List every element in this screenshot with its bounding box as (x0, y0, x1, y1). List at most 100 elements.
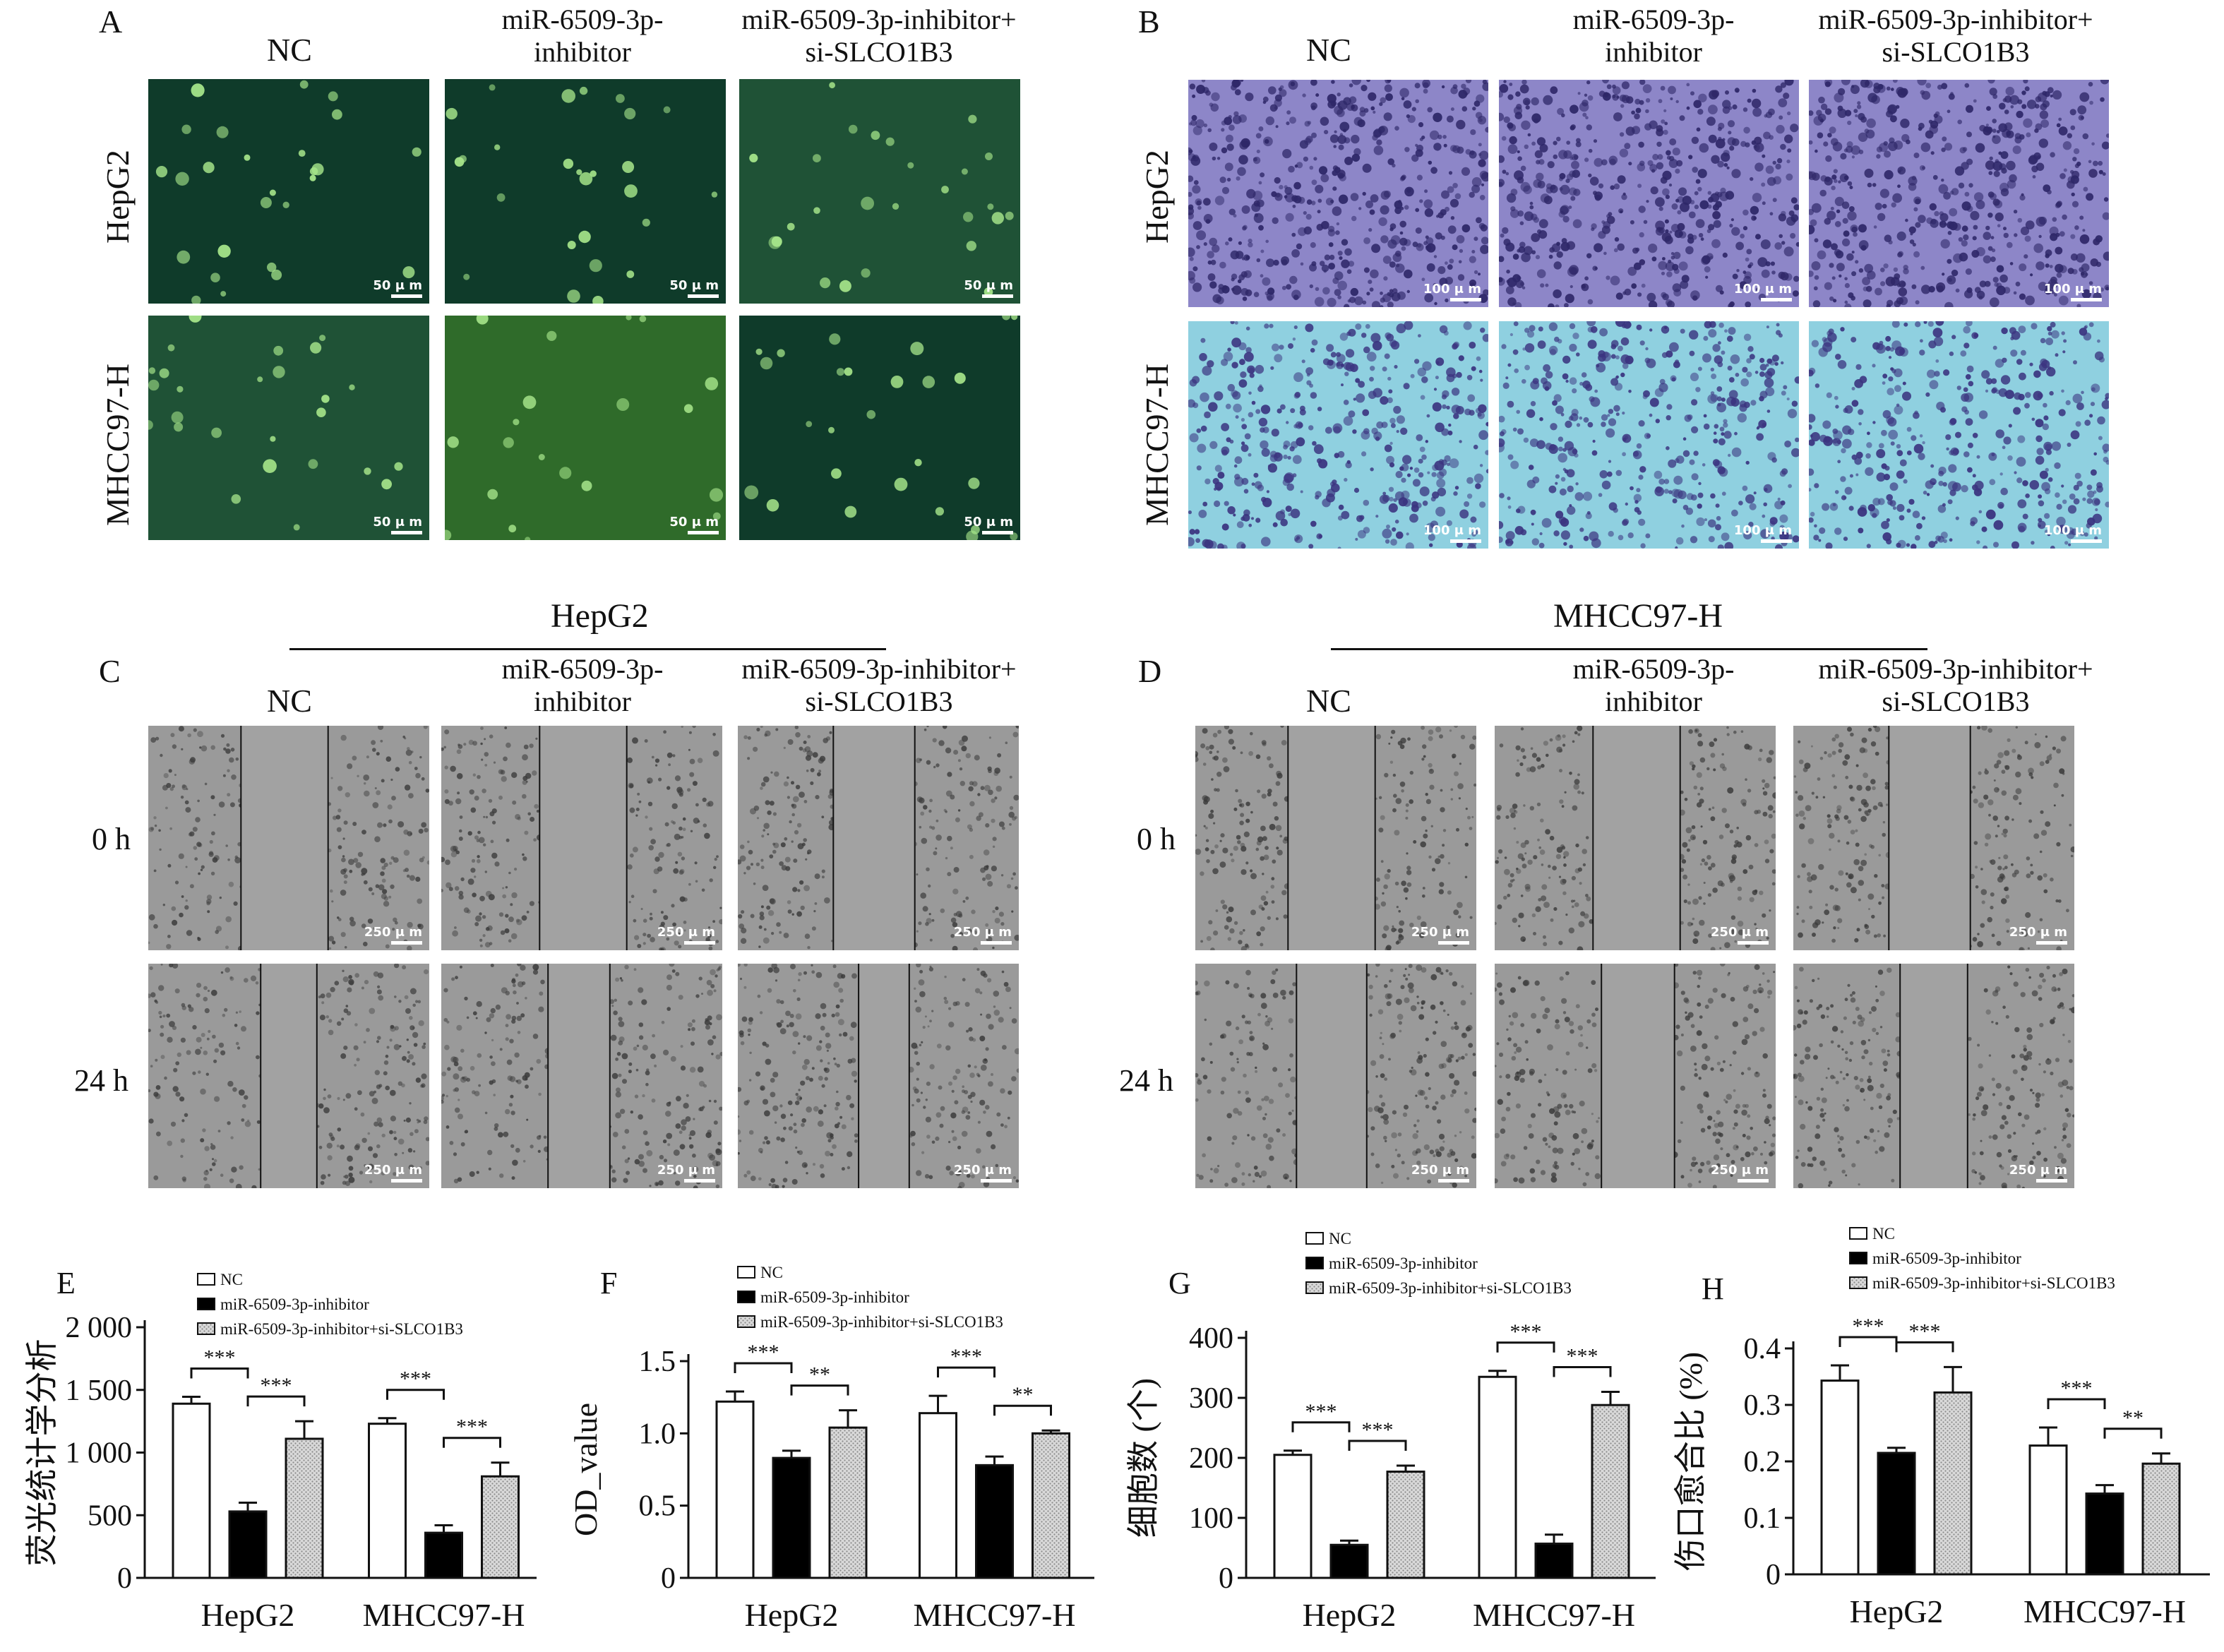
bar (286, 1439, 323, 1578)
bar (482, 1476, 519, 1578)
panel-d-col-combo-line1: miR-6509-3p-inhibitor+ (1793, 653, 2118, 686)
panel-d-col-nc: NC (1166, 685, 1491, 717)
significance-label: *** (1567, 1345, 1598, 1368)
scale-bar: 250 μ m (2009, 925, 2067, 945)
scale-bar-line (391, 531, 422, 534)
significance-label: *** (1510, 1320, 1542, 1343)
scale-bar-line (1738, 941, 1769, 945)
panel-d-image-r2c1: 250 μ m (1195, 964, 1476, 1188)
panel-c-image-r1c3: 250 μ m (738, 726, 1019, 950)
bar (1822, 1381, 1858, 1574)
significance-bracket (735, 1363, 791, 1373)
scale-bar-label: 250 μ m (2009, 1163, 2067, 1178)
legend-label: miR-6509-3p-inhibitor+si-SLCO1B3 (1329, 1279, 1572, 1297)
y-tick-label: 0 (661, 1562, 676, 1595)
panel-b-row-hepg2: HepG2 (1138, 150, 1176, 244)
scale-bar-line (1738, 1179, 1769, 1183)
bar (1935, 1392, 1971, 1574)
y-tick-label: 0 (117, 1562, 132, 1595)
panel-a-col-combo-line2: si-SLCO1B3 (717, 36, 1041, 68)
bar (1033, 1433, 1070, 1578)
scale-bar-label: 50 μ m (373, 278, 422, 293)
significance-label: *** (400, 1367, 431, 1391)
panel-a-image-r1c1: 50 μ m (148, 79, 429, 304)
x-category-label: MHCC97-H (1473, 1597, 1635, 1633)
panel-c-image-r1c1: 250 μ m (148, 726, 429, 950)
scale-bar: 100 μ m (1423, 282, 1481, 301)
scale-bar-line (981, 1179, 1012, 1183)
panel-c-image-r2c2: 250 μ m (441, 964, 722, 1188)
significance-label: ** (2122, 1406, 2144, 1430)
legend-swatch (1306, 1233, 1323, 1244)
panel-c-col-inhibitor-line1: miR-6509-3p- (420, 653, 745, 686)
scale-bar: 50 μ m (373, 515, 422, 534)
significance-label: *** (261, 1374, 292, 1397)
chart-letter: F (600, 1266, 617, 1300)
scale-bar-line (391, 1179, 422, 1183)
significance-bracket (2048, 1399, 2105, 1409)
panel-a-col-inhibitor-line2: inhibitor (420, 36, 745, 68)
scale-bar: 250 μ m (657, 1163, 715, 1183)
scale-bar-label: 100 μ m (1423, 282, 1481, 297)
panel-a-image-r1c2: 50 μ m (445, 79, 726, 304)
y-tick-label: 400 (1189, 1322, 1233, 1355)
panel-b-col-inhibitor: miR-6509-3p- inhibitor (1491, 4, 1816, 68)
x-category-label: MHCC97-H (362, 1597, 525, 1633)
significance-bracket (2105, 1429, 2161, 1439)
scale-bar-line (1761, 539, 1792, 543)
scale-bar: 50 μ m (669, 278, 719, 298)
significance-bracket (1554, 1367, 1610, 1377)
y-tick-label: 500 (88, 1500, 132, 1532)
legend-swatch (1850, 1277, 1867, 1288)
panel-c-title: HepG2 (551, 597, 649, 635)
panel-d-image-r2c3: 250 μ m (1793, 964, 2074, 1188)
y-tick-label: 0.4 (1744, 1333, 1781, 1365)
panel-b-col-combo: miR-6509-3p-inhibitor+ si-SLCO1B3 (1793, 4, 2118, 68)
scale-bar-label: 50 μ m (669, 515, 719, 529)
scale-bar: 250 μ m (1411, 925, 1469, 945)
y-axis-label: 荧光统计学分析 (24, 1339, 60, 1567)
scale-bar-label: 250 μ m (2009, 925, 2067, 940)
scale-bar-line (982, 531, 1013, 534)
scale-bar-label: 50 μ m (373, 515, 422, 529)
significance-bracket (1840, 1337, 1896, 1347)
bar (1387, 1472, 1424, 1578)
significance-label: *** (748, 1341, 779, 1364)
scale-bar-line (684, 941, 715, 945)
chart-letter: E (56, 1266, 76, 1300)
panel-d-col-inhibitor: miR-6509-3p- inhibitor (1491, 653, 1816, 718)
x-category-label: MHCC97-H (2023, 1593, 2186, 1629)
panel-c-image-r2c1: 250 μ m (148, 964, 429, 1188)
legend-label: miR-6509-3p-inhibitor+si-SLCO1B3 (220, 1320, 463, 1338)
scale-bar: 50 μ m (964, 515, 1013, 534)
legend-swatch (738, 1267, 755, 1278)
panel-d-col-inhibitor-line2: inhibitor (1491, 686, 1816, 718)
y-tick-label: 0.3 (1744, 1389, 1781, 1422)
bar (1592, 1405, 1629, 1578)
scale-bar-line (688, 294, 719, 298)
significance-label: *** (1362, 1418, 1394, 1442)
panel-b-col-combo-line2: si-SLCO1B3 (1793, 36, 2118, 68)
significance-label: *** (950, 1345, 982, 1368)
panel-b-image-r1c3: 100 μ m (1809, 80, 2109, 307)
significance-bracket (995, 1406, 1051, 1415)
scale-bar-label: 50 μ m (964, 278, 1013, 293)
scale-bar: 250 μ m (364, 1163, 422, 1183)
significance-label: ** (809, 1363, 830, 1387)
y-tick-label: 100 (1189, 1502, 1233, 1535)
significance-bracket (444, 1438, 501, 1448)
significance-label: *** (204, 1346, 236, 1370)
panel-a-row-hepg2: HepG2 (99, 150, 136, 244)
significance-bracket (1293, 1423, 1349, 1432)
panel-c-letter: C (99, 655, 121, 688)
legend-swatch (1850, 1252, 1867, 1264)
y-tick-label: 1 500 (66, 1375, 133, 1407)
scale-bar-line (1438, 941, 1469, 945)
panel-d-row-0h: 0 h (1137, 821, 1176, 857)
bar (229, 1512, 266, 1578)
scale-bar-line (391, 941, 422, 945)
legend-swatch (1306, 1257, 1323, 1269)
panel-d-row-24h: 24 h (1119, 1063, 1173, 1099)
significance-bracket (388, 1390, 444, 1400)
